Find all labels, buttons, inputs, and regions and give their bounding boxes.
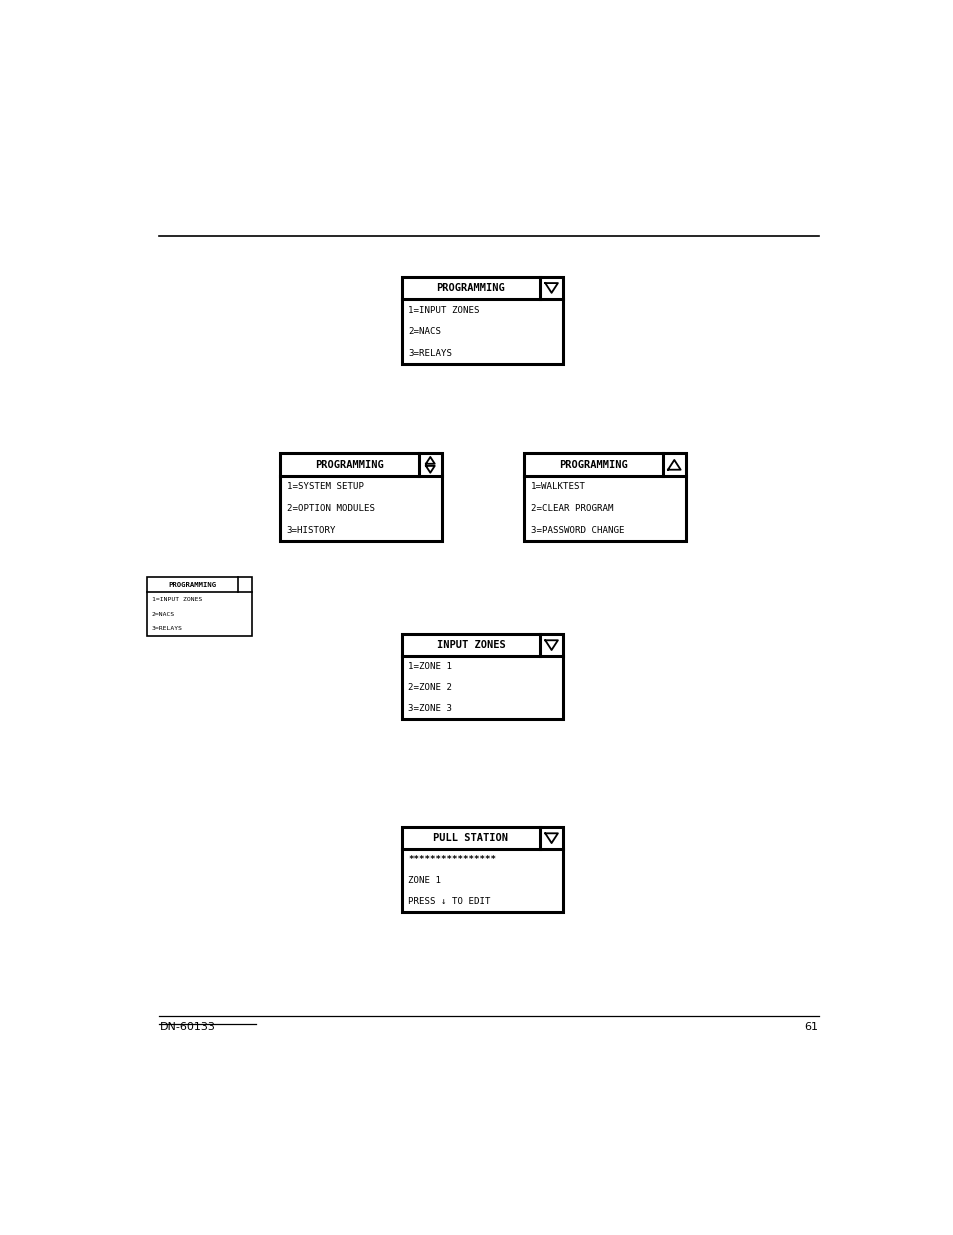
Text: PULL STATION: PULL STATION xyxy=(433,834,508,844)
Text: ZONE 1: ZONE 1 xyxy=(408,876,440,885)
Text: PROGRAMMING: PROGRAMMING xyxy=(558,459,627,469)
Text: 2=NACS: 2=NACS xyxy=(408,327,440,336)
Text: 3=HISTORY: 3=HISTORY xyxy=(287,526,336,535)
Polygon shape xyxy=(545,834,558,844)
Text: INPUT ZONES: INPUT ZONES xyxy=(436,640,505,650)
Text: PROGRAMMING: PROGRAMMING xyxy=(169,582,216,588)
Text: 3=RELAYS: 3=RELAYS xyxy=(408,348,452,358)
Text: 1=WALKTEST: 1=WALKTEST xyxy=(530,483,585,492)
Bar xyxy=(280,453,441,541)
Polygon shape xyxy=(667,459,679,469)
Text: 3=ZONE 3: 3=ZONE 3 xyxy=(408,704,452,713)
Bar xyxy=(524,453,685,541)
Text: 3=PASSWORD CHANGE: 3=PASSWORD CHANGE xyxy=(530,526,623,535)
Polygon shape xyxy=(545,283,558,293)
Text: 2=OPTION MODULES: 2=OPTION MODULES xyxy=(287,504,375,513)
Text: 2=NACS: 2=NACS xyxy=(152,611,174,616)
Bar xyxy=(401,827,562,911)
Polygon shape xyxy=(425,457,435,464)
Polygon shape xyxy=(425,466,435,473)
Text: PROGRAMMING: PROGRAMMING xyxy=(315,459,384,469)
Polygon shape xyxy=(545,640,558,650)
Text: 61: 61 xyxy=(803,1023,818,1032)
Text: 2=CLEAR PROGRAM: 2=CLEAR PROGRAM xyxy=(530,504,613,513)
Bar xyxy=(401,634,562,719)
Text: ****************: **************** xyxy=(408,855,496,864)
Bar xyxy=(401,277,562,364)
Bar xyxy=(147,577,252,636)
Text: DN-60133: DN-60133 xyxy=(160,1023,215,1032)
Text: PROGRAMMING: PROGRAMMING xyxy=(436,283,505,293)
Text: 1=SYSTEM SETUP: 1=SYSTEM SETUP xyxy=(287,483,363,492)
Text: 1=ZONE 1: 1=ZONE 1 xyxy=(408,662,452,671)
Text: 1=INPUT ZONES: 1=INPUT ZONES xyxy=(408,305,479,315)
Text: 2=ZONE 2: 2=ZONE 2 xyxy=(408,683,452,692)
Text: 1=INPUT ZONES: 1=INPUT ZONES xyxy=(152,598,202,603)
Text: 3=RELAYS: 3=RELAYS xyxy=(152,626,182,631)
Text: PRESS ↓ TO EDIT: PRESS ↓ TO EDIT xyxy=(408,897,490,906)
